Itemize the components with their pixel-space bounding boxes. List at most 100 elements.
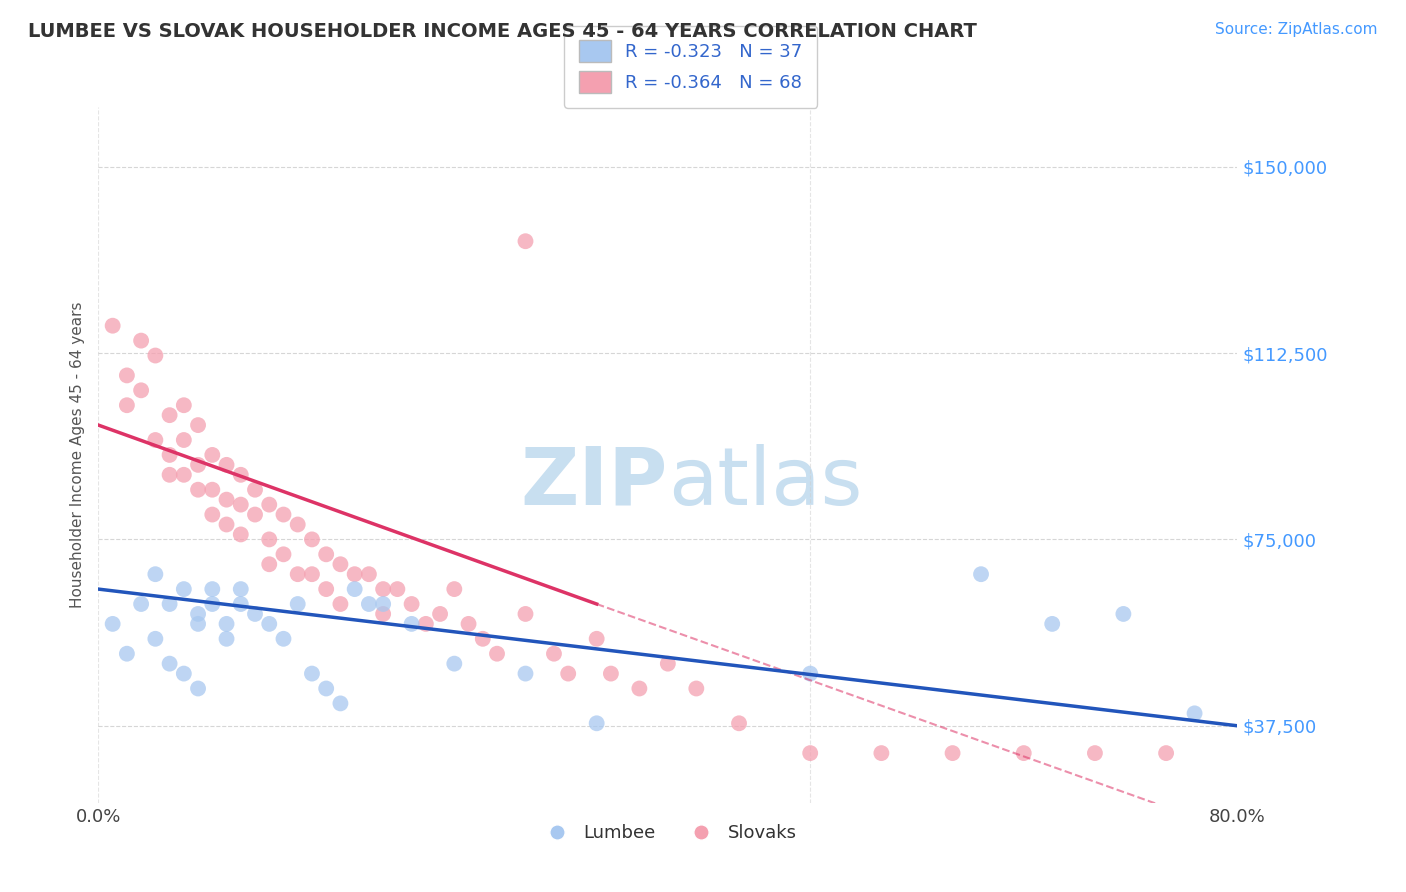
Point	[145, 632, 167, 646]
Point	[515, 607, 537, 621]
Point	[1084, 746, 1107, 760]
Point	[657, 657, 679, 671]
Point	[287, 597, 309, 611]
Point	[628, 681, 651, 696]
Point	[259, 558, 281, 572]
Point	[1112, 607, 1135, 621]
Point	[129, 384, 152, 398]
Point	[486, 647, 509, 661]
Point	[415, 616, 437, 631]
Point	[215, 616, 238, 631]
Point	[273, 632, 295, 646]
Point	[457, 616, 479, 631]
Point	[600, 666, 623, 681]
Point	[115, 398, 138, 412]
Point	[515, 666, 537, 681]
Point	[229, 597, 252, 611]
Point	[373, 597, 395, 611]
Point	[101, 318, 124, 333]
Point	[145, 567, 167, 582]
Point	[187, 616, 209, 631]
Point	[329, 597, 352, 611]
Point	[315, 681, 337, 696]
Point	[201, 582, 224, 596]
Point	[343, 567, 366, 582]
Point	[159, 467, 181, 482]
Point	[443, 657, 465, 671]
Point	[1154, 746, 1177, 760]
Point	[315, 582, 337, 596]
Point	[229, 467, 252, 482]
Point	[259, 498, 281, 512]
Point	[259, 533, 281, 547]
Point	[1184, 706, 1206, 721]
Point	[187, 418, 209, 433]
Text: LUMBEE VS SLOVAK HOUSEHOLDER INCOME AGES 45 - 64 YEARS CORRELATION CHART: LUMBEE VS SLOVAK HOUSEHOLDER INCOME AGES…	[28, 22, 977, 41]
Point	[329, 697, 352, 711]
Point	[387, 582, 409, 596]
Y-axis label: Householder Income Ages 45 - 64 years: Householder Income Ages 45 - 64 years	[69, 301, 84, 608]
Point	[870, 746, 893, 760]
Point	[159, 597, 181, 611]
Point	[728, 716, 751, 731]
Point	[243, 483, 266, 497]
Point	[543, 647, 565, 661]
Point	[273, 508, 295, 522]
Point	[173, 582, 195, 596]
Text: ZIP: ZIP	[520, 443, 668, 522]
Point	[1040, 616, 1063, 631]
Point	[515, 234, 537, 248]
Point	[799, 666, 821, 681]
Point	[685, 681, 707, 696]
Point	[585, 632, 607, 646]
Point	[329, 558, 352, 572]
Point	[229, 582, 252, 596]
Point	[287, 567, 309, 582]
Point	[301, 666, 323, 681]
Point	[357, 567, 380, 582]
Point	[429, 607, 451, 621]
Point	[201, 508, 224, 522]
Point	[215, 517, 238, 532]
Point	[187, 483, 209, 497]
Point	[287, 517, 309, 532]
Point	[115, 368, 138, 383]
Point	[471, 632, 494, 646]
Point	[259, 616, 281, 631]
Legend: Lumbee, Slovaks: Lumbee, Slovaks	[531, 817, 804, 849]
Point	[970, 567, 993, 582]
Point	[373, 582, 395, 596]
Point	[129, 334, 152, 348]
Point	[201, 448, 224, 462]
Point	[173, 666, 195, 681]
Point	[173, 398, 195, 412]
Point	[243, 508, 266, 522]
Point	[115, 647, 138, 661]
Point	[357, 597, 380, 611]
Point	[159, 657, 181, 671]
Point	[273, 547, 295, 561]
Point	[145, 349, 167, 363]
Point	[343, 582, 366, 596]
Point	[401, 597, 423, 611]
Point	[215, 632, 238, 646]
Text: atlas: atlas	[668, 443, 862, 522]
Point	[557, 666, 579, 681]
Point	[401, 616, 423, 631]
Point	[799, 746, 821, 760]
Point	[129, 597, 152, 611]
Point	[942, 746, 965, 760]
Point	[187, 607, 209, 621]
Point	[229, 498, 252, 512]
Point	[101, 616, 124, 631]
Point	[373, 607, 395, 621]
Point	[159, 408, 181, 422]
Point	[187, 681, 209, 696]
Point	[173, 467, 195, 482]
Point	[229, 527, 252, 541]
Point	[187, 458, 209, 472]
Text: Source: ZipAtlas.com: Source: ZipAtlas.com	[1215, 22, 1378, 37]
Point	[173, 433, 195, 447]
Point	[215, 458, 238, 472]
Point	[301, 567, 323, 582]
